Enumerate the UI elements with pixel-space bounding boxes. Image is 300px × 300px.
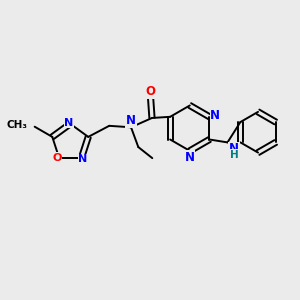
Text: CH₃: CH₃ xyxy=(6,120,27,130)
Text: H: H xyxy=(230,150,238,160)
Text: N: N xyxy=(210,109,220,122)
Text: N: N xyxy=(78,154,88,164)
Text: N: N xyxy=(229,142,239,155)
Text: N: N xyxy=(64,118,74,128)
Text: O: O xyxy=(52,153,62,163)
Text: N: N xyxy=(185,151,195,164)
Text: O: O xyxy=(146,85,155,98)
Text: N: N xyxy=(126,114,136,128)
